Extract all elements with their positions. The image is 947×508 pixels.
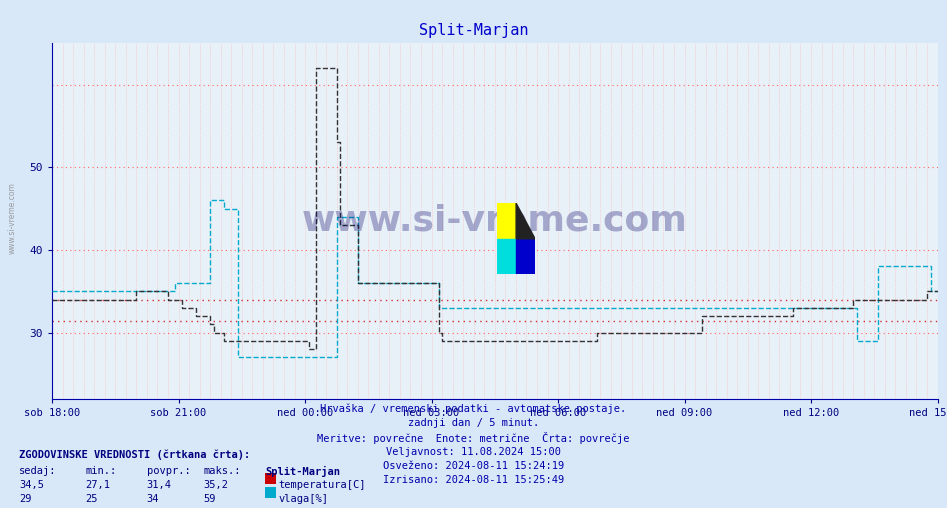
Text: Veljavnost: 11.08.2024 15:00: Veljavnost: 11.08.2024 15:00 [386, 447, 561, 457]
Text: maks.:: maks.: [204, 466, 241, 476]
Text: Split-Marjan: Split-Marjan [265, 466, 340, 477]
Text: min.:: min.: [85, 466, 116, 476]
Text: Osveženo: 2024-08-11 15:24:19: Osveženo: 2024-08-11 15:24:19 [383, 461, 564, 471]
Text: www.si-vreme.com: www.si-vreme.com [8, 182, 17, 255]
Text: zadnji dan / 5 minut.: zadnji dan / 5 minut. [408, 418, 539, 428]
Text: 27,1: 27,1 [85, 480, 110, 490]
Text: 34,5: 34,5 [19, 480, 44, 490]
Text: temperatura[C]: temperatura[C] [278, 480, 366, 490]
Text: 25: 25 [85, 494, 98, 504]
Bar [516, 239, 535, 274]
Bar [497, 239, 516, 274]
Text: ZGODOVINSKE VREDNOSTI (črtkana črta):: ZGODOVINSKE VREDNOSTI (črtkana črta): [19, 450, 250, 460]
Text: vlaga[%]: vlaga[%] [278, 494, 329, 504]
Polygon shape [516, 203, 535, 239]
Text: www.si-vreme.com: www.si-vreme.com [302, 204, 688, 238]
Text: 29: 29 [19, 494, 31, 504]
Bar [497, 203, 516, 239]
Text: sedaj:: sedaj: [19, 466, 57, 476]
Text: 34: 34 [147, 494, 159, 504]
Text: povpr.:: povpr.: [147, 466, 190, 476]
Text: Hrvaška / vremenski podatki - avtomatske postaje.: Hrvaška / vremenski podatki - avtomatske… [320, 404, 627, 415]
Text: 59: 59 [204, 494, 216, 504]
Text: Meritve: povrečne  Enote: metrične  Črta: povrečje: Meritve: povrečne Enote: metrične Črta: … [317, 432, 630, 444]
Text: 31,4: 31,4 [147, 480, 171, 490]
Text: Izrisano: 2024-08-11 15:25:49: Izrisano: 2024-08-11 15:25:49 [383, 475, 564, 485]
Text: Split-Marjan: Split-Marjan [419, 23, 528, 38]
Text: 35,2: 35,2 [204, 480, 228, 490]
